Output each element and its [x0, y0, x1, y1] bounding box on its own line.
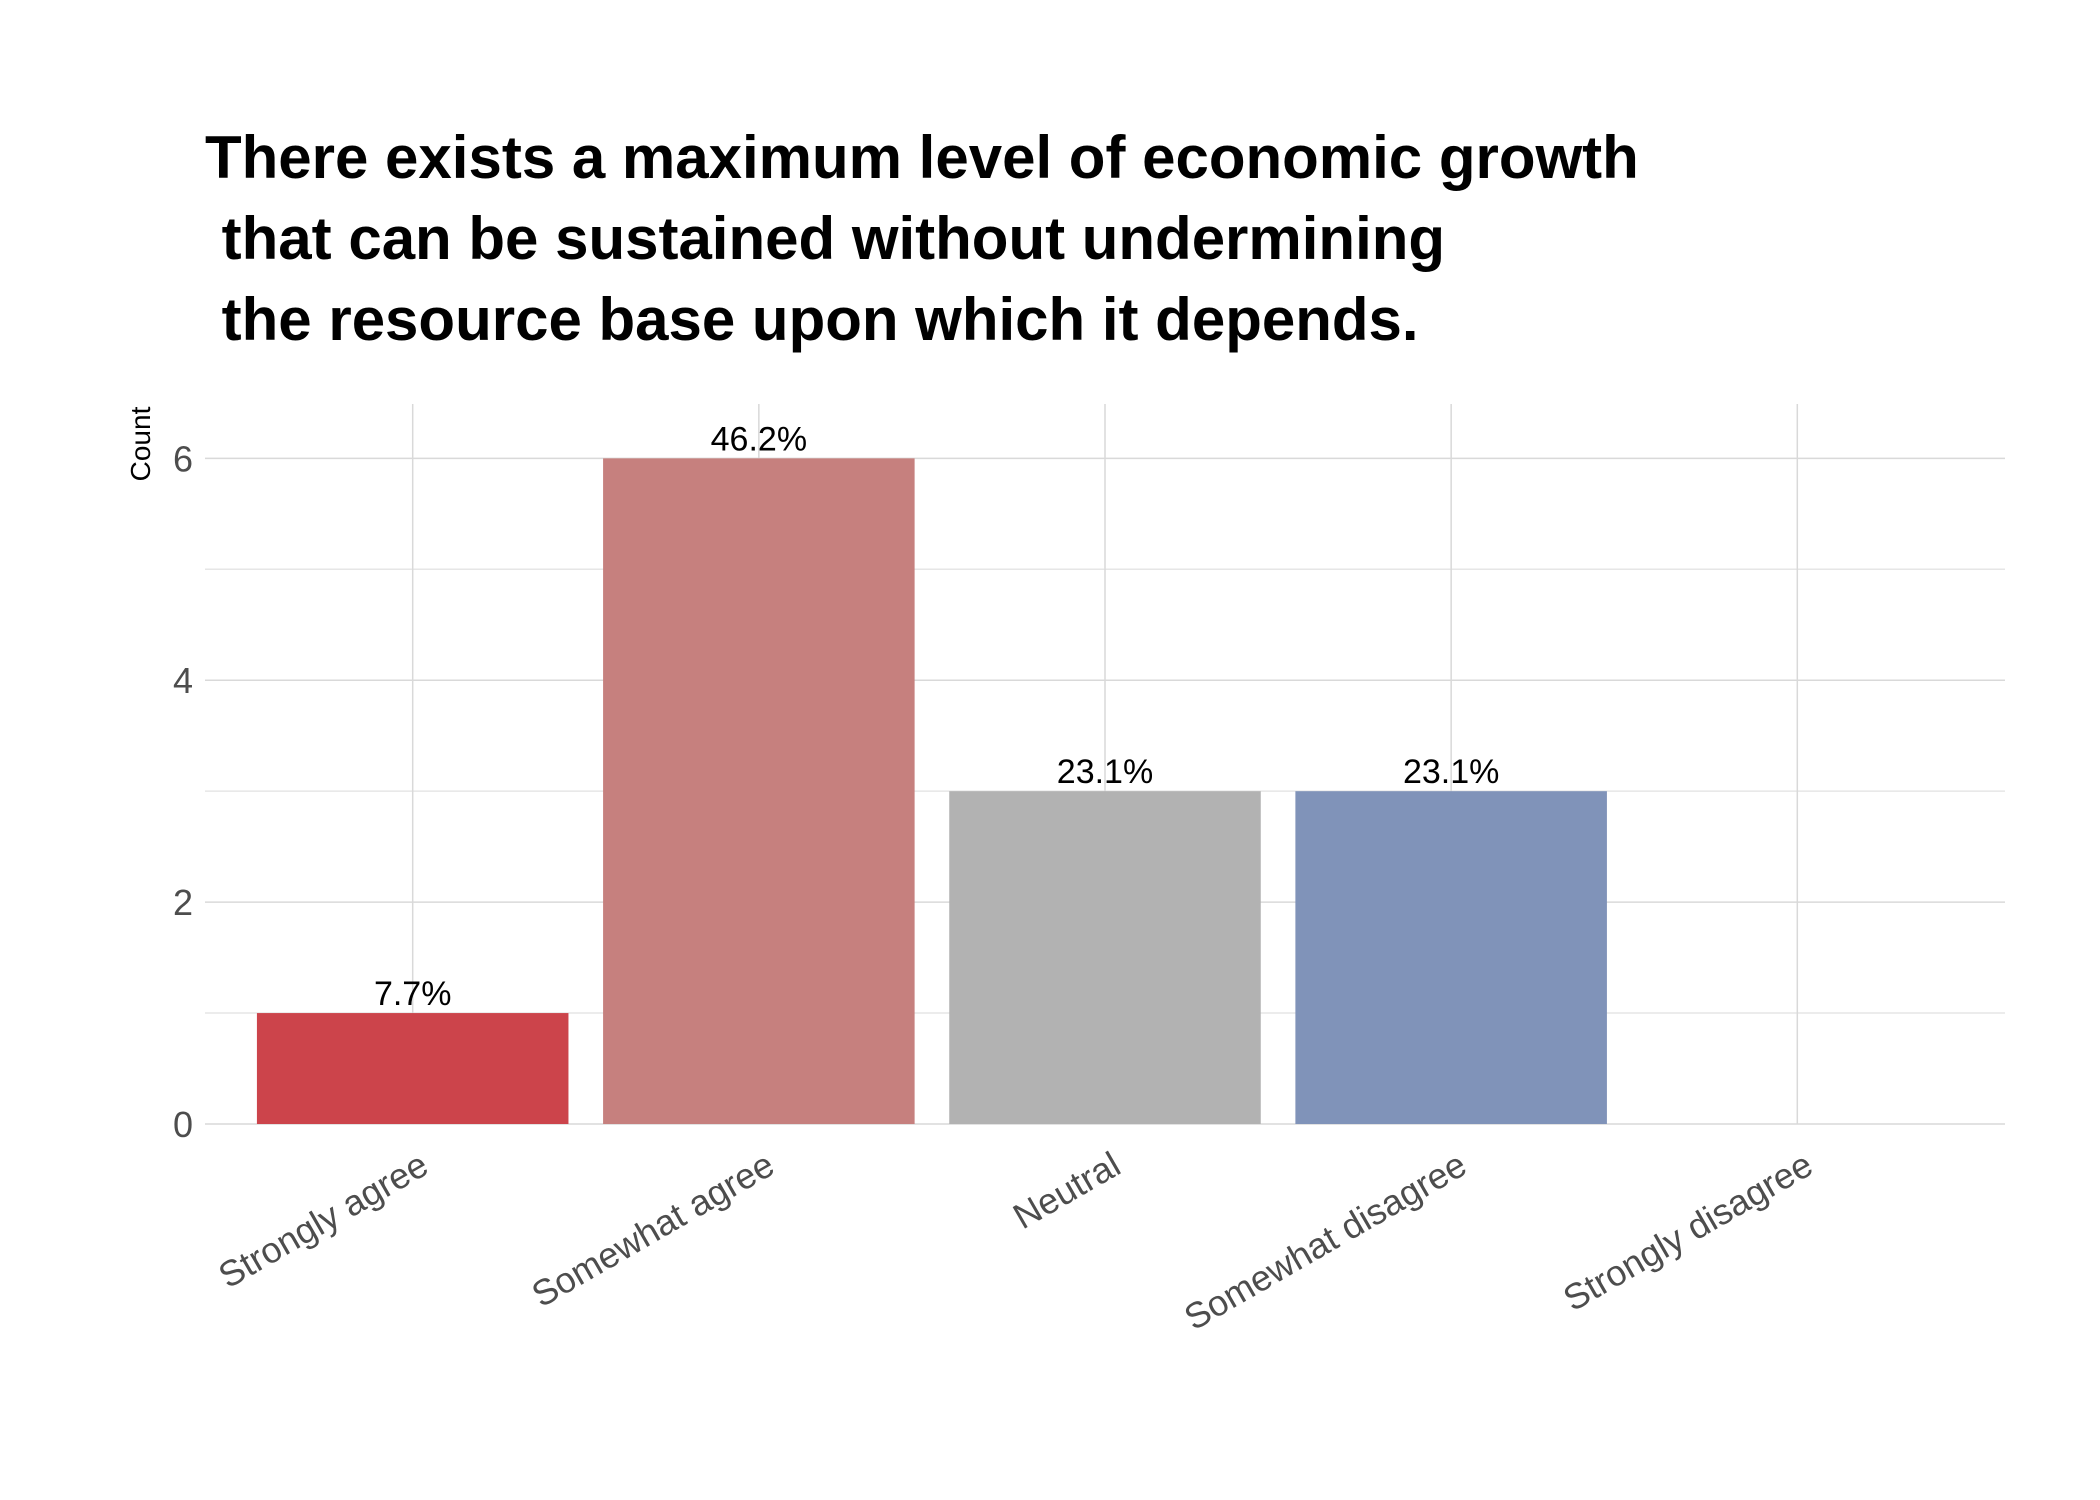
bar — [1295, 791, 1607, 1124]
y-axis-label: Count — [125, 406, 156, 481]
value-label: 46.2% — [711, 420, 807, 458]
y-tick-label: 2 — [173, 882, 193, 923]
y-tick-label: 6 — [173, 438, 193, 479]
bar — [949, 791, 1261, 1124]
y-tick-label: 4 — [173, 660, 193, 701]
chart-title: the resource base upon which it depends. — [205, 286, 1419, 353]
value-label: 23.1% — [1057, 753, 1153, 791]
bar — [603, 458, 915, 1124]
chart-title: There exists a maximum level of economic… — [205, 124, 1639, 191]
value-label: 7.7% — [374, 975, 452, 1013]
chart-title: that can be sustained without underminin… — [205, 205, 1445, 272]
y-tick-label: 0 — [173, 1104, 193, 1145]
value-label: 23.1% — [1403, 753, 1499, 791]
bar — [256, 1013, 569, 1124]
